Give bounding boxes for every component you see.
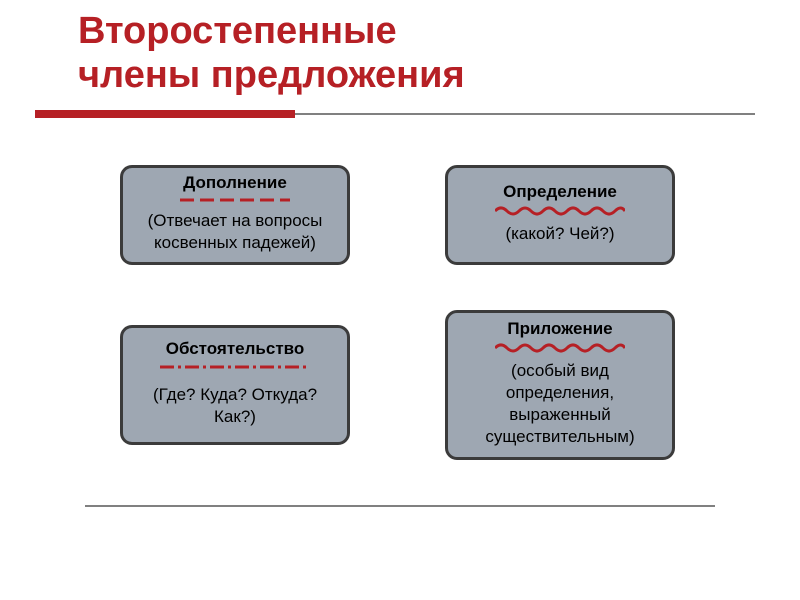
- underline-dash-icon: [180, 196, 290, 204]
- card-opredelenie: Определение (какой? Чей?): [445, 165, 675, 265]
- card-opredelenie-desc: (какой? Чей?): [505, 223, 614, 245]
- card-obstoyatelstvo-title: Обстоятельство: [166, 338, 305, 360]
- card-prilozhenie: Приложение (особый вид определения, выра…: [445, 310, 675, 460]
- card-prilozhenie-desc: (особый вид определения, выраженный суще…: [460, 360, 660, 448]
- underline-wave-icon: [495, 205, 625, 217]
- title-line-1: Второстепенные: [78, 10, 397, 52]
- slide-title: Второстепенные члены предложения: [78, 10, 465, 97]
- card-dopolnenie: Дополнение (Отвечает на вопросы косвенны…: [120, 165, 350, 265]
- card-obstoyatelstvo: Обстоятельство (Где? Куда? Откуда? Как?): [120, 325, 350, 445]
- bottom-rule: [85, 505, 715, 507]
- underline-wave-icon: [495, 342, 625, 354]
- card-opredelenie-title: Определение: [503, 181, 617, 203]
- title-line-2: члены предложения: [78, 54, 465, 96]
- title-rule-thick: [35, 110, 295, 118]
- underline-dashdot-icon: [160, 362, 310, 372]
- card-prilozhenie-title: Приложение: [507, 318, 612, 340]
- card-obstoyatelstvo-desc: (Где? Куда? Откуда? Как?): [135, 384, 335, 428]
- card-dopolnenie-title: Дополнение: [183, 172, 287, 194]
- card-dopolnenie-desc: (Отвечает на вопросы косвенных падежей): [135, 210, 335, 254]
